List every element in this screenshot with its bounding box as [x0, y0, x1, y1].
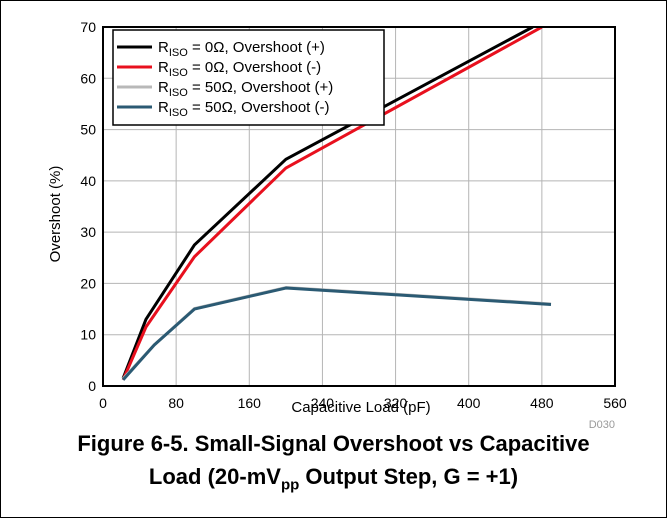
legend-label-4: RISO = 50Ω, Overshoot (-) [158, 99, 329, 119]
y-tick-label: 20 [80, 275, 96, 291]
legend-label-1: RISO = 0Ω, Overshoot (+) [158, 39, 325, 59]
figure-caption: Figure 6-5. Small-Signal Overshoot vs Ca… [0, 427, 667, 493]
y-tick-label: 30 [80, 224, 96, 240]
y-tick-label: 0 [88, 378, 96, 394]
x-tick-label: 80 [168, 395, 184, 411]
x-tick-label: 240 [311, 395, 335, 411]
y-tick-label: 50 [80, 122, 96, 138]
caption-line-2-end: Output Step, G = +1) [299, 464, 519, 489]
legend: RISO = 0Ω, Overshoot (+)RISO = 0Ω, Overs… [112, 29, 385, 126]
legend-label-2: RISO = 0Ω, Overshoot (-) [158, 59, 321, 79]
legend-label-3: RISO = 50Ω, Overshoot (+) [158, 79, 333, 99]
y-axis-title: Overshoot (%) [47, 166, 64, 263]
caption-line-2-subscript: pp [280, 476, 300, 494]
plot-border [102, 26, 616, 387]
y-tick-label: 10 [80, 327, 96, 343]
x-tick-label: 560 [603, 395, 627, 411]
y-tick-label: 70 [80, 19, 96, 35]
x-tick-labels: 0 80 160 240 320 400 480 560 [99, 395, 627, 411]
y-tick-label: 60 [80, 70, 96, 86]
caption-line-1: Figure 6-5. Small-Signal Overshoot vs Ca… [77, 431, 590, 456]
x-tick-label: 400 [457, 395, 481, 411]
x-axis-title: Capacitive Load (pF) [291, 399, 430, 416]
x-tick-label: 320 [384, 395, 408, 411]
legend-box [112, 29, 385, 126]
caption-line-2-start: Load (20-mV [148, 464, 281, 489]
series-line-4 [121, 286, 552, 381]
figure-code: D030 [589, 419, 615, 430]
x-tick-label: 480 [530, 395, 554, 411]
y-tick-label: 40 [80, 173, 96, 189]
x-tick-label: 0 [99, 395, 107, 411]
y-tick-labels: 0 10 20 30 40 50 60 70 [80, 19, 96, 394]
x-tick-label: 160 [238, 395, 262, 411]
caption-line-2: Load (20-mVpp Output Step, G = +1) [0, 460, 667, 493]
overshoot-chart: 0 80 160 240 320 400 480 560 0 10 20 30 40 50 60 70 Ca… [47, 19, 627, 430]
